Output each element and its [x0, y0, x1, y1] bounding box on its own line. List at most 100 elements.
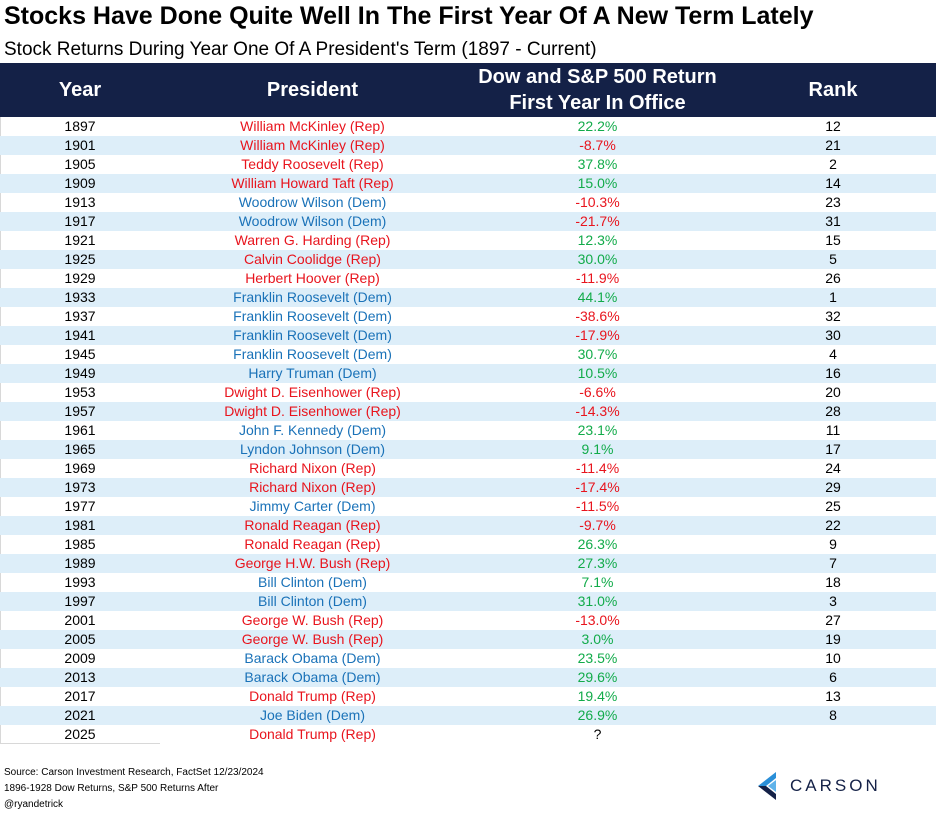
- cell-return: -38.6%: [575, 308, 620, 324]
- table-bottom-border: [0, 743, 160, 744]
- cell-rank: [730, 725, 936, 744]
- cell-return: 26.3%: [577, 536, 618, 552]
- cell-rank: 13: [825, 688, 841, 704]
- cell-rank: 16: [825, 365, 841, 381]
- cell-president: Ronald Reagan (Rep): [244, 536, 381, 552]
- cell-president: Dwight D. Eisenhower (Rep): [224, 384, 401, 400]
- cell-rank: 15: [825, 232, 841, 248]
- cell-president: Teddy Roosevelt (Rep): [241, 156, 384, 172]
- table-row: 1929 Herbert Hoover (Rep) -11.9% 26: [0, 269, 936, 288]
- table-left-border: [0, 117, 1, 744]
- cell-year: 1977: [64, 498, 96, 514]
- table-row: 1909 William Howard Taft (Rep) 15.0% 14: [0, 174, 936, 193]
- cell-rank: 27: [825, 612, 841, 628]
- cell-president: William McKinley (Rep): [240, 118, 385, 134]
- cell-year: 1993: [64, 574, 96, 590]
- cell-return: -13.0%: [575, 612, 620, 628]
- table-row: 2017 Donald Trump (Rep) 19.4% 13: [0, 687, 936, 706]
- footnote-handle: @ryandetrick: [4, 799, 64, 810]
- cell-year: 1925: [64, 251, 96, 267]
- table-row: 1949 Harry Truman (Dem) 10.5% 16: [0, 364, 936, 383]
- cell-rank: 20: [825, 384, 841, 400]
- header-president: President: [266, 79, 359, 101]
- cell-return: -11.9%: [575, 270, 620, 286]
- cell-rank: 8: [829, 707, 837, 723]
- cell-president: William Howard Taft (Rep): [231, 175, 394, 191]
- cell-year: 2013: [64, 669, 96, 685]
- table-row: 1905 Teddy Roosevelt (Rep) 37.8% 2: [0, 155, 936, 174]
- table-row: 1965 Lyndon Johnson (Dem) 9.1% 17: [0, 440, 936, 459]
- cell-return: 27.3%: [577, 555, 618, 571]
- cell-rank: 7: [829, 555, 837, 571]
- carson-logo: CARSON: [754, 770, 884, 802]
- cell-year: 1933: [64, 289, 96, 305]
- cell-rank: 24: [825, 460, 841, 476]
- cell-return: 37.8%: [577, 156, 618, 172]
- cell-year: 1941: [64, 327, 96, 343]
- table-row: 2013 Barack Obama (Dem) 29.6% 6: [0, 668, 936, 687]
- table-row: 1961 John F. Kennedy (Dem) 23.1% 11: [0, 421, 936, 440]
- cell-rank: 19: [825, 631, 841, 647]
- carson-chevron-logo-icon: [758, 772, 776, 800]
- cell-rank: 5: [829, 251, 837, 267]
- cell-return: -14.3%: [575, 403, 620, 419]
- table-row: 1917 Woodrow Wilson (Dem) -21.7% 31: [0, 212, 936, 231]
- cell-year: 2021: [64, 707, 96, 723]
- cell-year: 1901: [64, 137, 96, 153]
- cell-return: 23.5%: [577, 650, 618, 666]
- table-row: 1925 Calvin Coolidge (Rep) 30.0% 5: [0, 250, 936, 269]
- table-header: Year President Dow and S&P 500 Return Fi…: [0, 63, 936, 117]
- table-body: 1897 William McKinley (Rep) 22.2% 12 1901 Wil…: [0, 117, 936, 744]
- table-row: 1957 Dwight D. Eisenhower (Rep) -14.3% 28: [0, 402, 936, 421]
- cell-return: 19.4%: [577, 688, 618, 704]
- table-row: 1953 Dwight D. Eisenhower (Rep) -6.6% 20: [0, 383, 936, 402]
- cell-return: 12.3%: [577, 232, 618, 248]
- table-row: 1901 William McKinley (Rep) -8.7% 21: [0, 136, 936, 155]
- table-row: 2021 Joe Biden (Dem) 26.9% 8: [0, 706, 936, 725]
- cell-rank: 6: [829, 669, 837, 685]
- cell-rank: 25: [825, 498, 841, 514]
- cell-president: Jimmy Carter (Dem): [249, 498, 376, 514]
- cell-rank: 30: [825, 327, 841, 343]
- cell-president: Barack Obama (Dem): [244, 650, 381, 666]
- cell-rank: 23: [825, 194, 841, 210]
- cell-return: -9.7%: [579, 517, 616, 533]
- cell-president: Bill Clinton (Dem): [258, 593, 367, 609]
- cell-return: -8.7%: [579, 137, 616, 153]
- logo-text: CARSON: [790, 776, 881, 795]
- cell-return: 29.6%: [577, 669, 618, 685]
- cell-president: George W. Bush (Rep): [241, 612, 384, 628]
- cell-year: 2025: [64, 726, 96, 742]
- footnote-source: Source: Carson Investment Research, Fact…: [4, 767, 264, 778]
- cell-year: 2005: [64, 631, 96, 647]
- cell-year: 1913: [64, 194, 96, 210]
- table-row: 2001 George W. Bush (Rep) -13.0% 27: [0, 611, 936, 630]
- cell-return: -10.3%: [575, 194, 620, 210]
- cell-return: -6.6%: [579, 384, 616, 400]
- cell-year: 1989: [64, 555, 96, 571]
- header-return-line2: First Year In Office: [509, 92, 686, 114]
- cell-president: Warren G. Harding (Rep): [234, 232, 391, 248]
- cell-president: Donald Trump (Rep): [249, 726, 376, 742]
- cell-return: 31.0%: [577, 593, 618, 609]
- header-rank: Rank: [808, 79, 858, 101]
- cell-president: Franklin Roosevelt (Dem): [233, 289, 392, 305]
- cell-year: 1953: [64, 384, 96, 400]
- cell-rank: 28: [825, 403, 841, 419]
- cell-year: 1917: [64, 213, 96, 229]
- cell-year: 1949: [64, 365, 96, 381]
- header-year: Year: [58, 79, 102, 101]
- cell-rank: 26: [825, 270, 841, 286]
- cell-rank: 21: [825, 137, 841, 153]
- cell-year: 1961: [64, 422, 96, 438]
- cell-return: -17.4%: [575, 479, 620, 495]
- header-return-line1: Dow and S&P 500 Return: [478, 66, 717, 88]
- cell-return: ?: [593, 726, 602, 742]
- cell-return: 23.1%: [577, 422, 618, 438]
- cell-year: 1921: [64, 232, 96, 248]
- cell-return: 30.7%: [577, 346, 618, 362]
- cell-president: Harry Truman (Dem): [248, 365, 377, 381]
- chart-subtitle: Stock Returns During Year One Of A Presi…: [4, 39, 597, 60]
- table-row: 1933 Franklin Roosevelt (Dem) 44.1% 1: [0, 288, 936, 307]
- cell-president: Richard Nixon (Rep): [249, 460, 376, 476]
